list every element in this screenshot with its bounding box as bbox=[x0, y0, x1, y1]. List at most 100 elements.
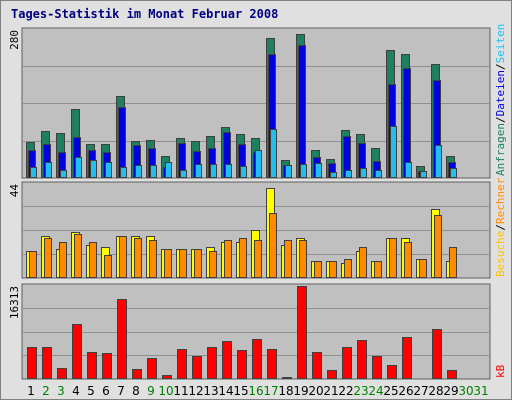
bar-seiten bbox=[90, 160, 97, 178]
bar-rechner bbox=[449, 247, 457, 278]
day-label: 10 bbox=[158, 384, 173, 398]
bar-seiten bbox=[450, 168, 457, 178]
bar-kb bbox=[192, 356, 202, 379]
day-label: 20 bbox=[308, 384, 323, 398]
bar-kb bbox=[72, 324, 82, 379]
bar-seiten bbox=[285, 165, 292, 178]
day-label: 3 bbox=[57, 384, 65, 398]
bar-rechner bbox=[284, 240, 292, 278]
day-label: 30 bbox=[458, 384, 473, 398]
legend-entry: Dateien bbox=[494, 70, 507, 116]
bar-rechner bbox=[404, 242, 412, 278]
day-label: 26 bbox=[398, 384, 413, 398]
bar-seiten bbox=[45, 162, 52, 178]
panel-2-ymax-label: 44 bbox=[8, 184, 21, 198]
bar-seiten bbox=[345, 170, 352, 178]
bar-seiten bbox=[135, 165, 142, 178]
bar-rechner bbox=[149, 240, 157, 278]
bar-kb bbox=[387, 365, 397, 379]
bar-kb bbox=[162, 375, 172, 379]
bar-rechner bbox=[359, 247, 367, 278]
bar-seiten bbox=[105, 162, 112, 178]
day-label: 22 bbox=[338, 384, 353, 398]
day-label: 15 bbox=[233, 384, 248, 398]
day-label: 13 bbox=[203, 384, 218, 398]
bar-kb bbox=[132, 369, 142, 379]
bar-rechner bbox=[344, 259, 352, 278]
bar-kb bbox=[267, 349, 277, 379]
bar-rechner bbox=[434, 215, 442, 278]
bar-rechner bbox=[179, 249, 187, 278]
legend-entry: Besuche bbox=[494, 231, 507, 277]
day-label: 23 bbox=[353, 384, 368, 398]
bar-seiten bbox=[315, 163, 322, 178]
bar-seiten bbox=[270, 129, 277, 178]
legend-entry: Rechner bbox=[494, 177, 507, 224]
day-label: 24 bbox=[368, 384, 383, 398]
bar-kb bbox=[327, 370, 337, 379]
bar-rechner bbox=[419, 259, 427, 278]
bar-rechner bbox=[119, 236, 127, 278]
bar-kb bbox=[372, 356, 382, 379]
bar-seiten bbox=[435, 145, 442, 178]
legend-entry: Seiten bbox=[494, 24, 507, 64]
bar-kb bbox=[102, 353, 112, 379]
day-label: 1 bbox=[27, 384, 35, 398]
bar-seiten bbox=[120, 167, 127, 178]
legend: kB bbox=[494, 364, 507, 378]
legend-separator: / bbox=[494, 224, 507, 231]
bar-rechner bbox=[314, 261, 322, 278]
bar-kb bbox=[342, 347, 352, 379]
day-label: 8 bbox=[132, 384, 140, 398]
bar-seiten bbox=[255, 150, 262, 178]
legend-entry: Anfragen bbox=[494, 123, 507, 176]
bar-kb bbox=[177, 349, 187, 379]
day-label: 2 bbox=[42, 384, 50, 398]
bar-rechner bbox=[329, 261, 337, 278]
day-label: 25 bbox=[383, 384, 398, 398]
day-label: 29 bbox=[443, 384, 458, 398]
legend-separator: / bbox=[494, 116, 507, 123]
bar-kb bbox=[237, 350, 247, 379]
bar-seiten bbox=[330, 172, 337, 178]
bar-kb bbox=[222, 341, 232, 379]
bar-rechner bbox=[89, 242, 97, 278]
bar-seiten bbox=[30, 167, 37, 178]
day-label: 5 bbox=[87, 384, 95, 398]
day-label: 18 bbox=[278, 384, 293, 398]
bar-kb bbox=[27, 347, 37, 379]
day-label: 21 bbox=[323, 384, 338, 398]
bar-kb bbox=[252, 339, 262, 379]
legend-separator: / bbox=[494, 63, 507, 70]
bar-seiten bbox=[420, 171, 427, 178]
bar-rechner bbox=[194, 249, 202, 278]
day-label: 28 bbox=[428, 384, 443, 398]
bar-kb bbox=[117, 299, 127, 379]
day-label: 12 bbox=[188, 384, 203, 398]
bar-seiten bbox=[390, 126, 397, 178]
bar-rechner bbox=[164, 249, 172, 278]
bar-rechner bbox=[134, 238, 142, 278]
bar-rechner bbox=[299, 240, 307, 278]
bar-seiten bbox=[180, 170, 187, 178]
bar-kb bbox=[282, 377, 292, 379]
legend-entry: kB bbox=[494, 364, 507, 378]
chart-title: Tages-Statistik im Monat Februar 2008 bbox=[11, 7, 279, 21]
legend: Besuche/Rechner bbox=[494, 177, 507, 277]
day-label: 14 bbox=[218, 384, 233, 398]
bar-kb bbox=[87, 352, 97, 379]
bar-kb bbox=[42, 347, 52, 379]
bar-rechner bbox=[374, 261, 382, 278]
bar-seiten bbox=[225, 164, 232, 178]
bar-kb bbox=[312, 352, 322, 379]
bar-seiten bbox=[165, 162, 172, 178]
bar-rechner bbox=[389, 238, 397, 278]
bar-dateien bbox=[403, 68, 411, 178]
bar-rechner bbox=[209, 251, 217, 278]
day-label: 16 bbox=[248, 384, 263, 398]
bar-kb bbox=[207, 347, 217, 379]
bar-kb bbox=[402, 337, 412, 379]
day-label: 17 bbox=[263, 384, 278, 398]
